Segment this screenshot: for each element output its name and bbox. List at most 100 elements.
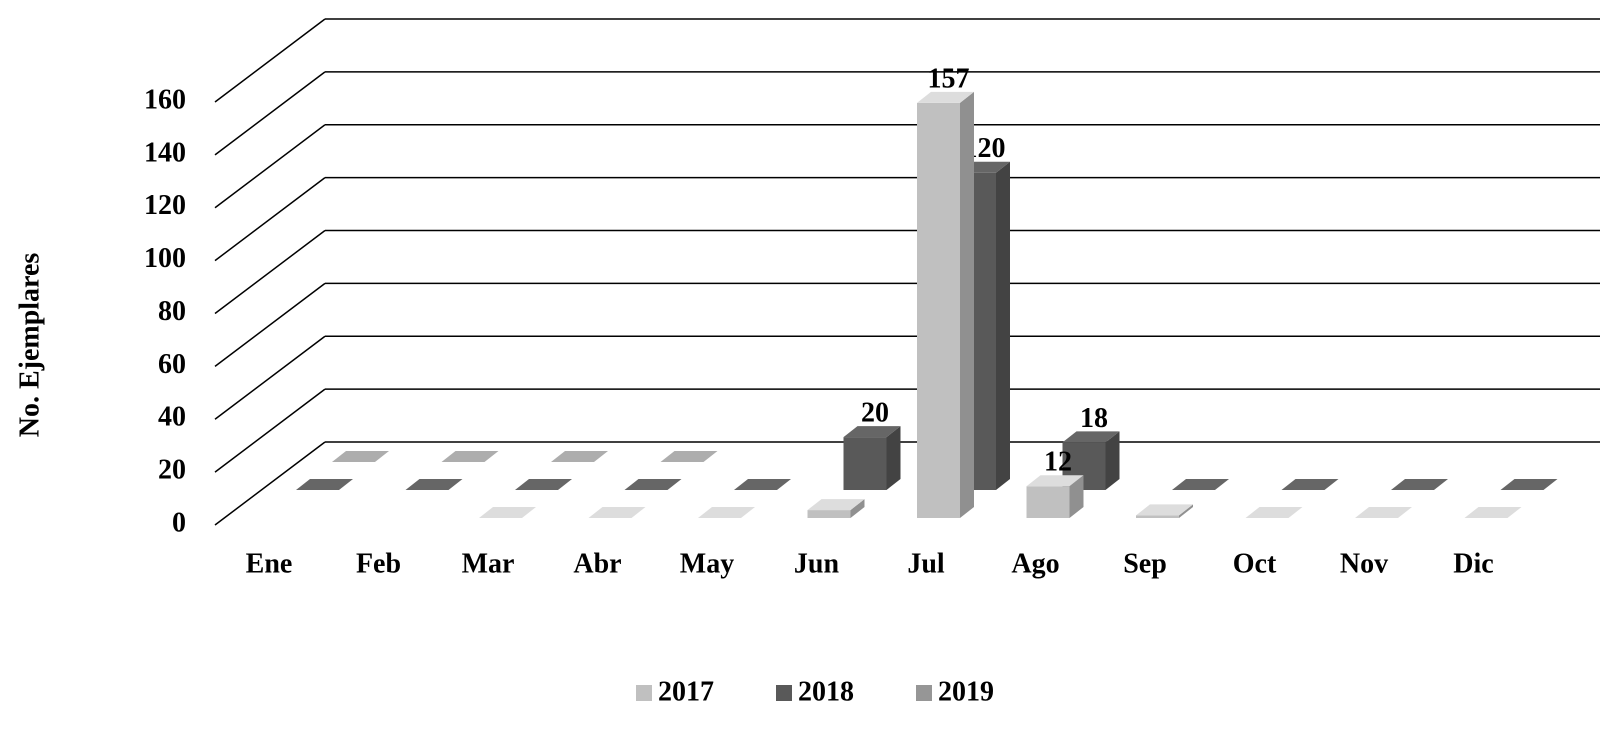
- bar: [1500, 479, 1558, 490]
- bar: [1026, 475, 1084, 518]
- bar-top: [588, 507, 646, 518]
- legend-label: 2017: [658, 676, 714, 707]
- bar-top: [332, 451, 389, 462]
- grid-line: [214, 229, 326, 315]
- bar-top: [734, 479, 791, 490]
- bar-top: [515, 479, 572, 490]
- x-tick-label: Jul: [907, 548, 945, 579]
- bar-top: [1062, 431, 1120, 443]
- x-tick-label: Sep: [1123, 548, 1167, 579]
- bar: [332, 451, 389, 462]
- bar-top: [1500, 479, 1558, 490]
- bar: [624, 479, 682, 490]
- bar-front: [1136, 515, 1179, 518]
- bar: [843, 426, 901, 490]
- bar: [551, 451, 608, 462]
- bar: [1281, 479, 1339, 490]
- y-tick-label: 160: [144, 84, 186, 115]
- data-label: 18: [1080, 403, 1108, 434]
- bar-top: [1172, 479, 1229, 490]
- grid-line: [214, 335, 326, 420]
- bar: [441, 451, 499, 462]
- bar-top: [698, 507, 755, 518]
- bar-top: [843, 426, 901, 438]
- bar-front: [843, 437, 887, 490]
- y-tick-label: 20: [158, 455, 186, 486]
- bar: [1172, 479, 1229, 490]
- bar: [734, 479, 791, 490]
- x-tick-label: Nov: [1340, 548, 1388, 579]
- x-tick-label: Ene: [246, 548, 293, 579]
- bar: [807, 499, 865, 518]
- bar: [1355, 507, 1412, 518]
- y-tick-label: 60: [158, 349, 186, 380]
- bar: [1245, 507, 1303, 518]
- x-tick-label: Abr: [573, 548, 621, 579]
- x-tick-label: Jun: [794, 548, 840, 579]
- legend-label: 2018: [798, 676, 854, 707]
- bar-top: [1355, 507, 1412, 518]
- grid-line: [214, 282, 326, 367]
- legend-swatch: [776, 685, 792, 701]
- grid-line: [214, 18, 326, 103]
- legend-swatch: [916, 685, 932, 701]
- y-tick-label: 80: [158, 296, 186, 327]
- bar-side: [1069, 475, 1084, 518]
- grid-line: [214, 177, 326, 262]
- bar-side: [850, 499, 865, 518]
- grid-line: [214, 388, 326, 473]
- bar-side: [960, 91, 974, 519]
- bar-top: [807, 499, 865, 511]
- bar-top: [660, 451, 718, 462]
- bar-top: [1281, 479, 1339, 490]
- bar-top: [1136, 504, 1193, 516]
- x-tick-label: Feb: [356, 548, 401, 579]
- y-tick-label: 120: [144, 190, 186, 221]
- legend-swatch: [636, 685, 652, 701]
- bar: [479, 507, 536, 518]
- bar: [1464, 507, 1522, 518]
- bar-top: [405, 479, 463, 490]
- y-axis-title: No. Ejemplares: [14, 253, 45, 438]
- bar-top: [296, 479, 353, 490]
- bar-side: [886, 426, 901, 490]
- bar-side: [1105, 431, 1120, 490]
- x-tick-label: Mar: [462, 548, 515, 579]
- bar-top: [1464, 507, 1522, 518]
- bar: [296, 479, 353, 490]
- bar-front: [1026, 486, 1070, 518]
- legend-label: 2019: [938, 676, 994, 707]
- bar-top: [441, 451, 499, 462]
- bar-top: [551, 451, 608, 462]
- bar-top: [624, 479, 682, 490]
- bar-top: [479, 507, 536, 518]
- data-label: 157: [928, 63, 970, 94]
- bar: [1391, 479, 1448, 490]
- bar: [515, 479, 572, 490]
- bar-top: [1391, 479, 1448, 490]
- x-tick-label: Dic: [1453, 548, 1493, 579]
- data-label: 20: [861, 398, 889, 429]
- bar-top: [1245, 507, 1303, 518]
- bar: [588, 507, 646, 518]
- y-tick-label: 0: [172, 507, 186, 538]
- bar: [698, 507, 755, 518]
- bar-front: [807, 510, 851, 518]
- bar-top: [917, 91, 974, 103]
- grid-line: [214, 71, 326, 156]
- bar-top: [1026, 475, 1084, 487]
- grid-line: [214, 441, 326, 526]
- bar: [660, 451, 718, 462]
- bar-side: [1179, 504, 1193, 518]
- y-tick-label: 140: [144, 137, 186, 168]
- x-tick-label: Oct: [1233, 548, 1277, 579]
- bar: [1136, 504, 1193, 518]
- bar-front: [917, 102, 960, 519]
- x-tick-label: May: [680, 548, 734, 579]
- bar: [917, 91, 974, 519]
- y-tick-label: 40: [158, 402, 186, 433]
- grid-line: [214, 124, 326, 209]
- bar-side: [996, 161, 1010, 490]
- x-tick-label: Ago: [1011, 548, 1059, 579]
